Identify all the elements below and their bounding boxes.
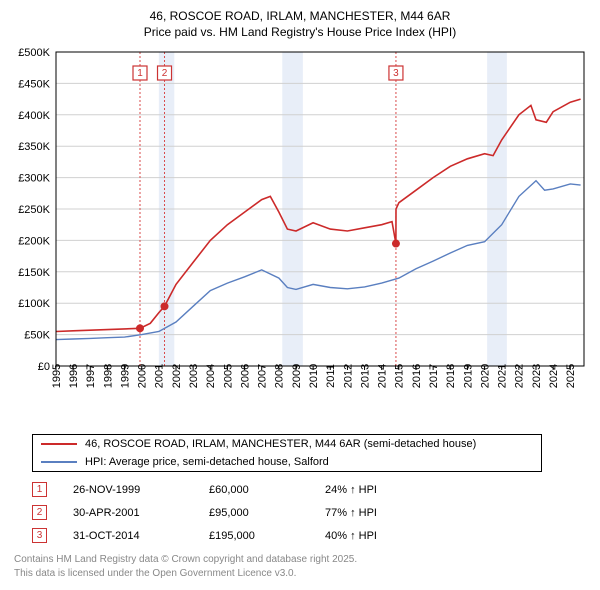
- x-tick-label: 2013: [359, 364, 371, 388]
- footer-line2: This data is licensed under the Open Gov…: [14, 567, 590, 581]
- x-tick-label: 2000: [137, 364, 149, 388]
- sale-date: 31-OCT-2014: [73, 530, 183, 542]
- chart-title: 46, ROSCOE ROAD, IRLAM, MANCHESTER, M44 …: [10, 8, 590, 40]
- y-tick-label: £0: [38, 361, 50, 373]
- x-tick-label: 2020: [479, 364, 491, 388]
- x-tick-label: 2022: [514, 364, 526, 388]
- legend-label-price: 46, ROSCOE ROAD, IRLAM, MANCHESTER, M44 …: [85, 438, 476, 450]
- sale-delta: 77% ↑ HPI: [325, 507, 415, 519]
- x-tick-label: 1996: [68, 364, 80, 388]
- legend-item-price: 46, ROSCOE ROAD, IRLAM, MANCHESTER, M44 …: [33, 435, 541, 453]
- sale-marker-badge: 2: [32, 505, 47, 520]
- y-tick-label: £400K: [18, 110, 50, 122]
- sale-row: 2 30-APR-2001 £95,000 77% ↑ HPI: [32, 501, 590, 524]
- x-tick-label: 2005: [222, 364, 234, 388]
- sale-price: £195,000: [209, 530, 299, 542]
- sale-delta: 40% ↑ HPI: [325, 530, 415, 542]
- x-tick-label: 2009: [291, 364, 303, 388]
- title-line2: Price paid vs. HM Land Registry's House …: [10, 24, 590, 40]
- sale-point: [392, 240, 399, 247]
- x-tick-label: 2008: [274, 364, 286, 388]
- x-tick-label: 2025: [565, 364, 577, 388]
- footer-attribution: Contains HM Land Registry data © Crown c…: [14, 553, 590, 580]
- x-tick-label: 1997: [85, 364, 97, 388]
- sale-marker-badge: 3: [32, 528, 47, 543]
- sale-date: 30-APR-2001: [73, 507, 183, 519]
- y-tick-label: £50K: [24, 330, 50, 342]
- sale-point: [137, 325, 144, 332]
- price-chart: £0 £50K £100K £150K £200K £250K £300K £350K £400…: [10, 46, 590, 426]
- sale-row: 1 26-NOV-1999 £60,000 24% ↑ HPI: [32, 478, 590, 501]
- y-tick-label: £200K: [18, 236, 50, 248]
- x-tick-label: 1995: [51, 364, 63, 388]
- marker-number: 3: [393, 69, 399, 80]
- marker-number: 2: [162, 69, 168, 80]
- x-tick-label: 2002: [171, 364, 183, 388]
- chart-legend: 46, ROSCOE ROAD, IRLAM, MANCHESTER, M44 …: [32, 434, 542, 472]
- title-line1: 46, ROSCOE ROAD, IRLAM, MANCHESTER, M44 …: [10, 8, 590, 24]
- sale-marker-badge: 1: [32, 482, 47, 497]
- x-tick-label: 2001: [154, 364, 166, 388]
- y-tick-label: £150K: [18, 267, 50, 279]
- sale-delta: 24% ↑ HPI: [325, 484, 415, 496]
- footer-line1: Contains HM Land Registry data © Crown c…: [14, 553, 590, 567]
- x-tick-label: 2003: [188, 364, 200, 388]
- y-tick-label: £100K: [18, 299, 50, 311]
- y-tick-label: £300K: [18, 173, 50, 185]
- x-tick-label: 2010: [308, 364, 320, 388]
- sale-date: 26-NOV-1999: [73, 484, 183, 496]
- x-tick-label: 2021: [497, 364, 509, 388]
- sale-point: [161, 303, 168, 310]
- x-tick-label: 2016: [411, 364, 423, 388]
- sales-table: 1 26-NOV-1999 £60,000 24% ↑ HPI 2 30-APR-2001…: [32, 478, 590, 547]
- y-tick-label: £500K: [18, 47, 50, 59]
- legend-swatch-hpi: [41, 461, 77, 463]
- x-tick-label: 2011: [325, 365, 337, 389]
- legend-item-hpi: HPI: Average price, semi-detached house,…: [33, 453, 541, 471]
- x-tick-label: 2014: [377, 364, 389, 388]
- x-tick-label: 2018: [445, 364, 457, 388]
- x-tick-label: 1998: [102, 364, 114, 388]
- sale-row: 3 31-OCT-2014 £195,000 40% ↑ HPI: [32, 524, 590, 547]
- sale-price: £95,000: [209, 507, 299, 519]
- y-tick-label: £450K: [18, 79, 50, 91]
- x-tick-label: 2015: [394, 364, 406, 388]
- sale-price: £60,000: [209, 484, 299, 496]
- x-tick-label: 2024: [548, 364, 560, 388]
- x-tick-label: 2004: [205, 364, 217, 388]
- x-tick-label: 2017: [428, 364, 440, 388]
- legend-label-hpi: HPI: Average price, semi-detached house,…: [85, 456, 329, 468]
- legend-swatch-price: [41, 443, 77, 445]
- marker-number: 1: [137, 69, 143, 80]
- x-tick-label: 2006: [239, 364, 251, 388]
- x-tick-label: 2019: [462, 364, 474, 388]
- x-tick-label: 2007: [257, 364, 269, 388]
- x-tick-label: 2012: [342, 364, 354, 388]
- x-tick-label: 1999: [119, 364, 131, 388]
- y-tick-label: £350K: [18, 142, 50, 154]
- y-tick-label: £250K: [18, 204, 50, 216]
- x-tick-label: 2023: [531, 364, 543, 388]
